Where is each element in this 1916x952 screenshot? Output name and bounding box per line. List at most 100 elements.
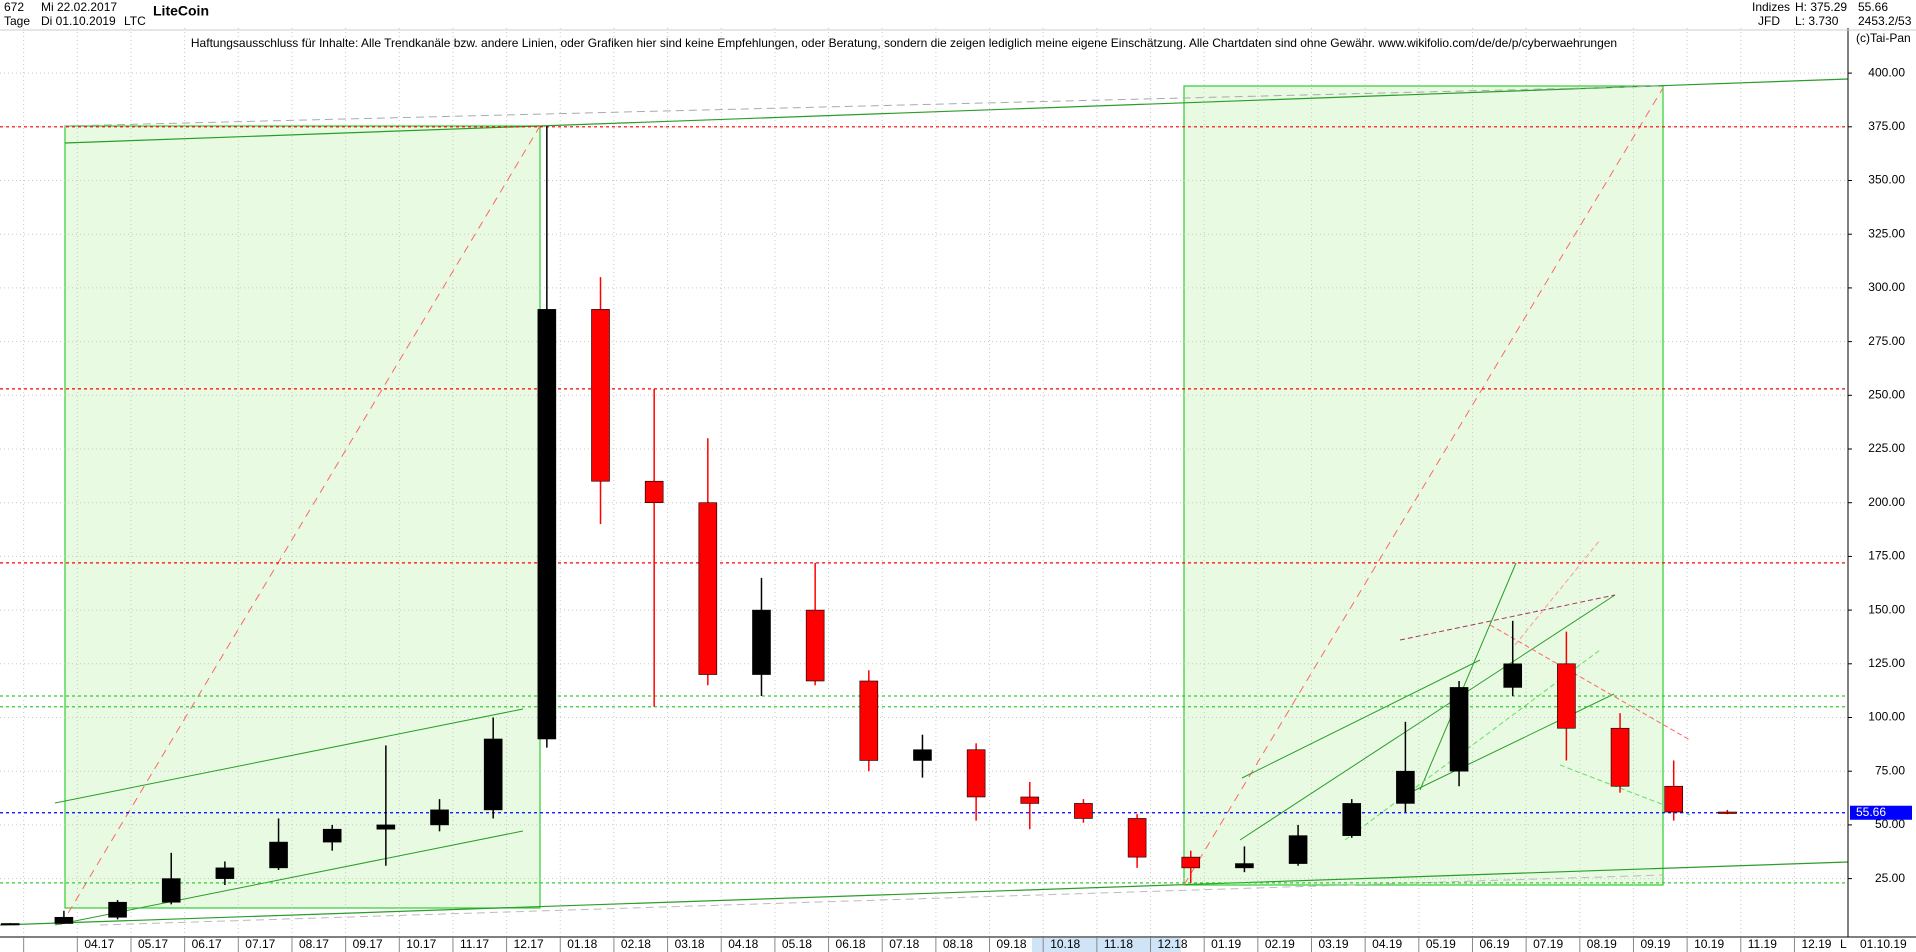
y-tick-label: 350.00 — [1868, 173, 1905, 187]
candle-body — [483, 738, 503, 811]
x-tick-label: 12.17 — [514, 937, 544, 951]
trend-line — [1489, 624, 1691, 741]
trend-line — [1419, 562, 1517, 791]
axis-highlight — [1032, 938, 1181, 952]
y-tick-label: 150.00 — [1868, 602, 1905, 616]
candle-body — [1664, 785, 1684, 813]
x-tick-label: 07.19 — [1533, 937, 1563, 951]
x-tick-label: 10.18 — [1050, 937, 1080, 951]
y-tick-label: 200.00 — [1868, 495, 1905, 509]
x-tick-label: 08.19 — [1587, 937, 1617, 951]
candle-body — [108, 901, 127, 918]
candle-body — [1288, 835, 1308, 864]
y-tick-label: 175.00 — [1868, 549, 1905, 563]
candle-body — [1074, 803, 1093, 819]
chart-title: LiteCoin — [153, 3, 209, 19]
trend-line — [1241, 659, 1481, 779]
candle-body — [591, 309, 610, 482]
x-tick-label: 08.17 — [299, 937, 329, 951]
bars[interactable]: 672 — [4, 0, 24, 14]
x-tick-label: 08.18 — [943, 937, 973, 951]
trend-line — [64, 85, 1664, 127]
broker: JFD — [1758, 14, 1780, 28]
start-date[interactable]: Mi 22.02.2017 — [41, 0, 117, 14]
candle-body — [1610, 727, 1630, 787]
x-tick-label: 02.19 — [1265, 937, 1295, 951]
x-tick-label: 04.17 — [84, 937, 114, 951]
x-tick-label: 07.18 — [889, 937, 919, 951]
candle-body — [269, 841, 288, 869]
y-tick-label: 325.00 — [1868, 226, 1905, 240]
y-tick-label: 275.00 — [1868, 334, 1905, 348]
candle-body — [376, 824, 396, 830]
high: H: 375.29 — [1795, 0, 1847, 14]
trend-line — [64, 78, 1849, 144]
trend-line — [1514, 539, 1601, 646]
trend-line — [0, 861, 1849, 926]
x-tick-label: 06.19 — [1479, 937, 1509, 951]
candles — [0, 126, 1848, 926]
x-tick-label: 07.17 — [245, 937, 275, 951]
candle-body — [0, 923, 20, 926]
x-tick-label: 03.18 — [675, 937, 705, 951]
y-tick-label: 125.00 — [1868, 656, 1905, 670]
misc: 2453.2/53 — [1858, 14, 1912, 28]
x-tick-label: 12.18 — [1158, 937, 1188, 951]
x-tick-label: 04.18 — [728, 937, 758, 951]
candle-body — [1718, 811, 1737, 814]
candle-body — [805, 609, 825, 682]
period[interactable]: Tage — [4, 14, 30, 28]
candle-body — [698, 502, 718, 675]
trend-line — [99, 874, 1664, 926]
x-tick-label: 09.17 — [353, 937, 383, 951]
x-tick-label: 11.19 — [1748, 937, 1777, 951]
x-tick-label: 12.19 — [1801, 937, 1831, 951]
trend-lines — [0, 78, 1849, 926]
candle-body — [1396, 770, 1415, 804]
candle-body — [537, 309, 557, 740]
y-tick-label: 400.00 — [1868, 65, 1905, 79]
candle-body — [1127, 818, 1147, 858]
candle-body — [161, 878, 181, 903]
candle-body — [430, 809, 449, 826]
y-tick-label: 300.00 — [1868, 280, 1905, 294]
disclaimer: Haftungsausschluss für Inhalte: Alle Tre… — [191, 36, 1617, 50]
y-tick-label: 50.00 — [1875, 817, 1905, 831]
candle-body — [1235, 863, 1254, 869]
candle-body — [644, 480, 664, 504]
trend-line — [1239, 594, 1616, 841]
group: Indizes — [1752, 0, 1790, 14]
price-label-box — [1850, 805, 1912, 820]
x-tick-label: 05.19 — [1426, 937, 1456, 951]
scale-mode[interactable]: L — [1840, 937, 1847, 951]
range-box — [1183, 85, 1664, 886]
end-date: Di 01.10.2019 — [41, 14, 116, 28]
range-box — [64, 125, 541, 909]
candle-body — [1449, 687, 1469, 772]
x-tick-label: 09.19 — [1640, 937, 1670, 951]
candle-body — [215, 867, 235, 879]
trend-line — [54, 708, 524, 804]
x-tick-label: 05.18 — [782, 937, 812, 951]
x-tick-label: 03.19 — [1319, 937, 1349, 951]
y-tick-label: 250.00 — [1868, 387, 1905, 401]
x-tick-label: 11.17 — [460, 937, 489, 951]
x-tick-label: 10.19 — [1694, 937, 1724, 951]
y-tick-label: 375.00 — [1868, 119, 1905, 133]
x-tick-label: 02.18 — [621, 937, 651, 951]
candle-body — [966, 749, 986, 798]
date-readout: 01.10.19 — [1860, 937, 1907, 951]
candle-body — [322, 828, 342, 843]
low: L: 3.730 — [1795, 14, 1839, 28]
x-tick-label: 09.18 — [997, 937, 1027, 951]
y-tick-label: 225.00 — [1868, 441, 1905, 455]
candle-body — [1342, 803, 1362, 836]
y-tick-label: 25.00 — [1875, 871, 1905, 885]
trend-line — [60, 125, 541, 926]
x-tick-label: 06.18 — [836, 937, 866, 951]
x-tick-label: 01.18 — [567, 937, 597, 951]
symbol: LTC — [124, 14, 146, 28]
candle-body — [1020, 796, 1040, 804]
